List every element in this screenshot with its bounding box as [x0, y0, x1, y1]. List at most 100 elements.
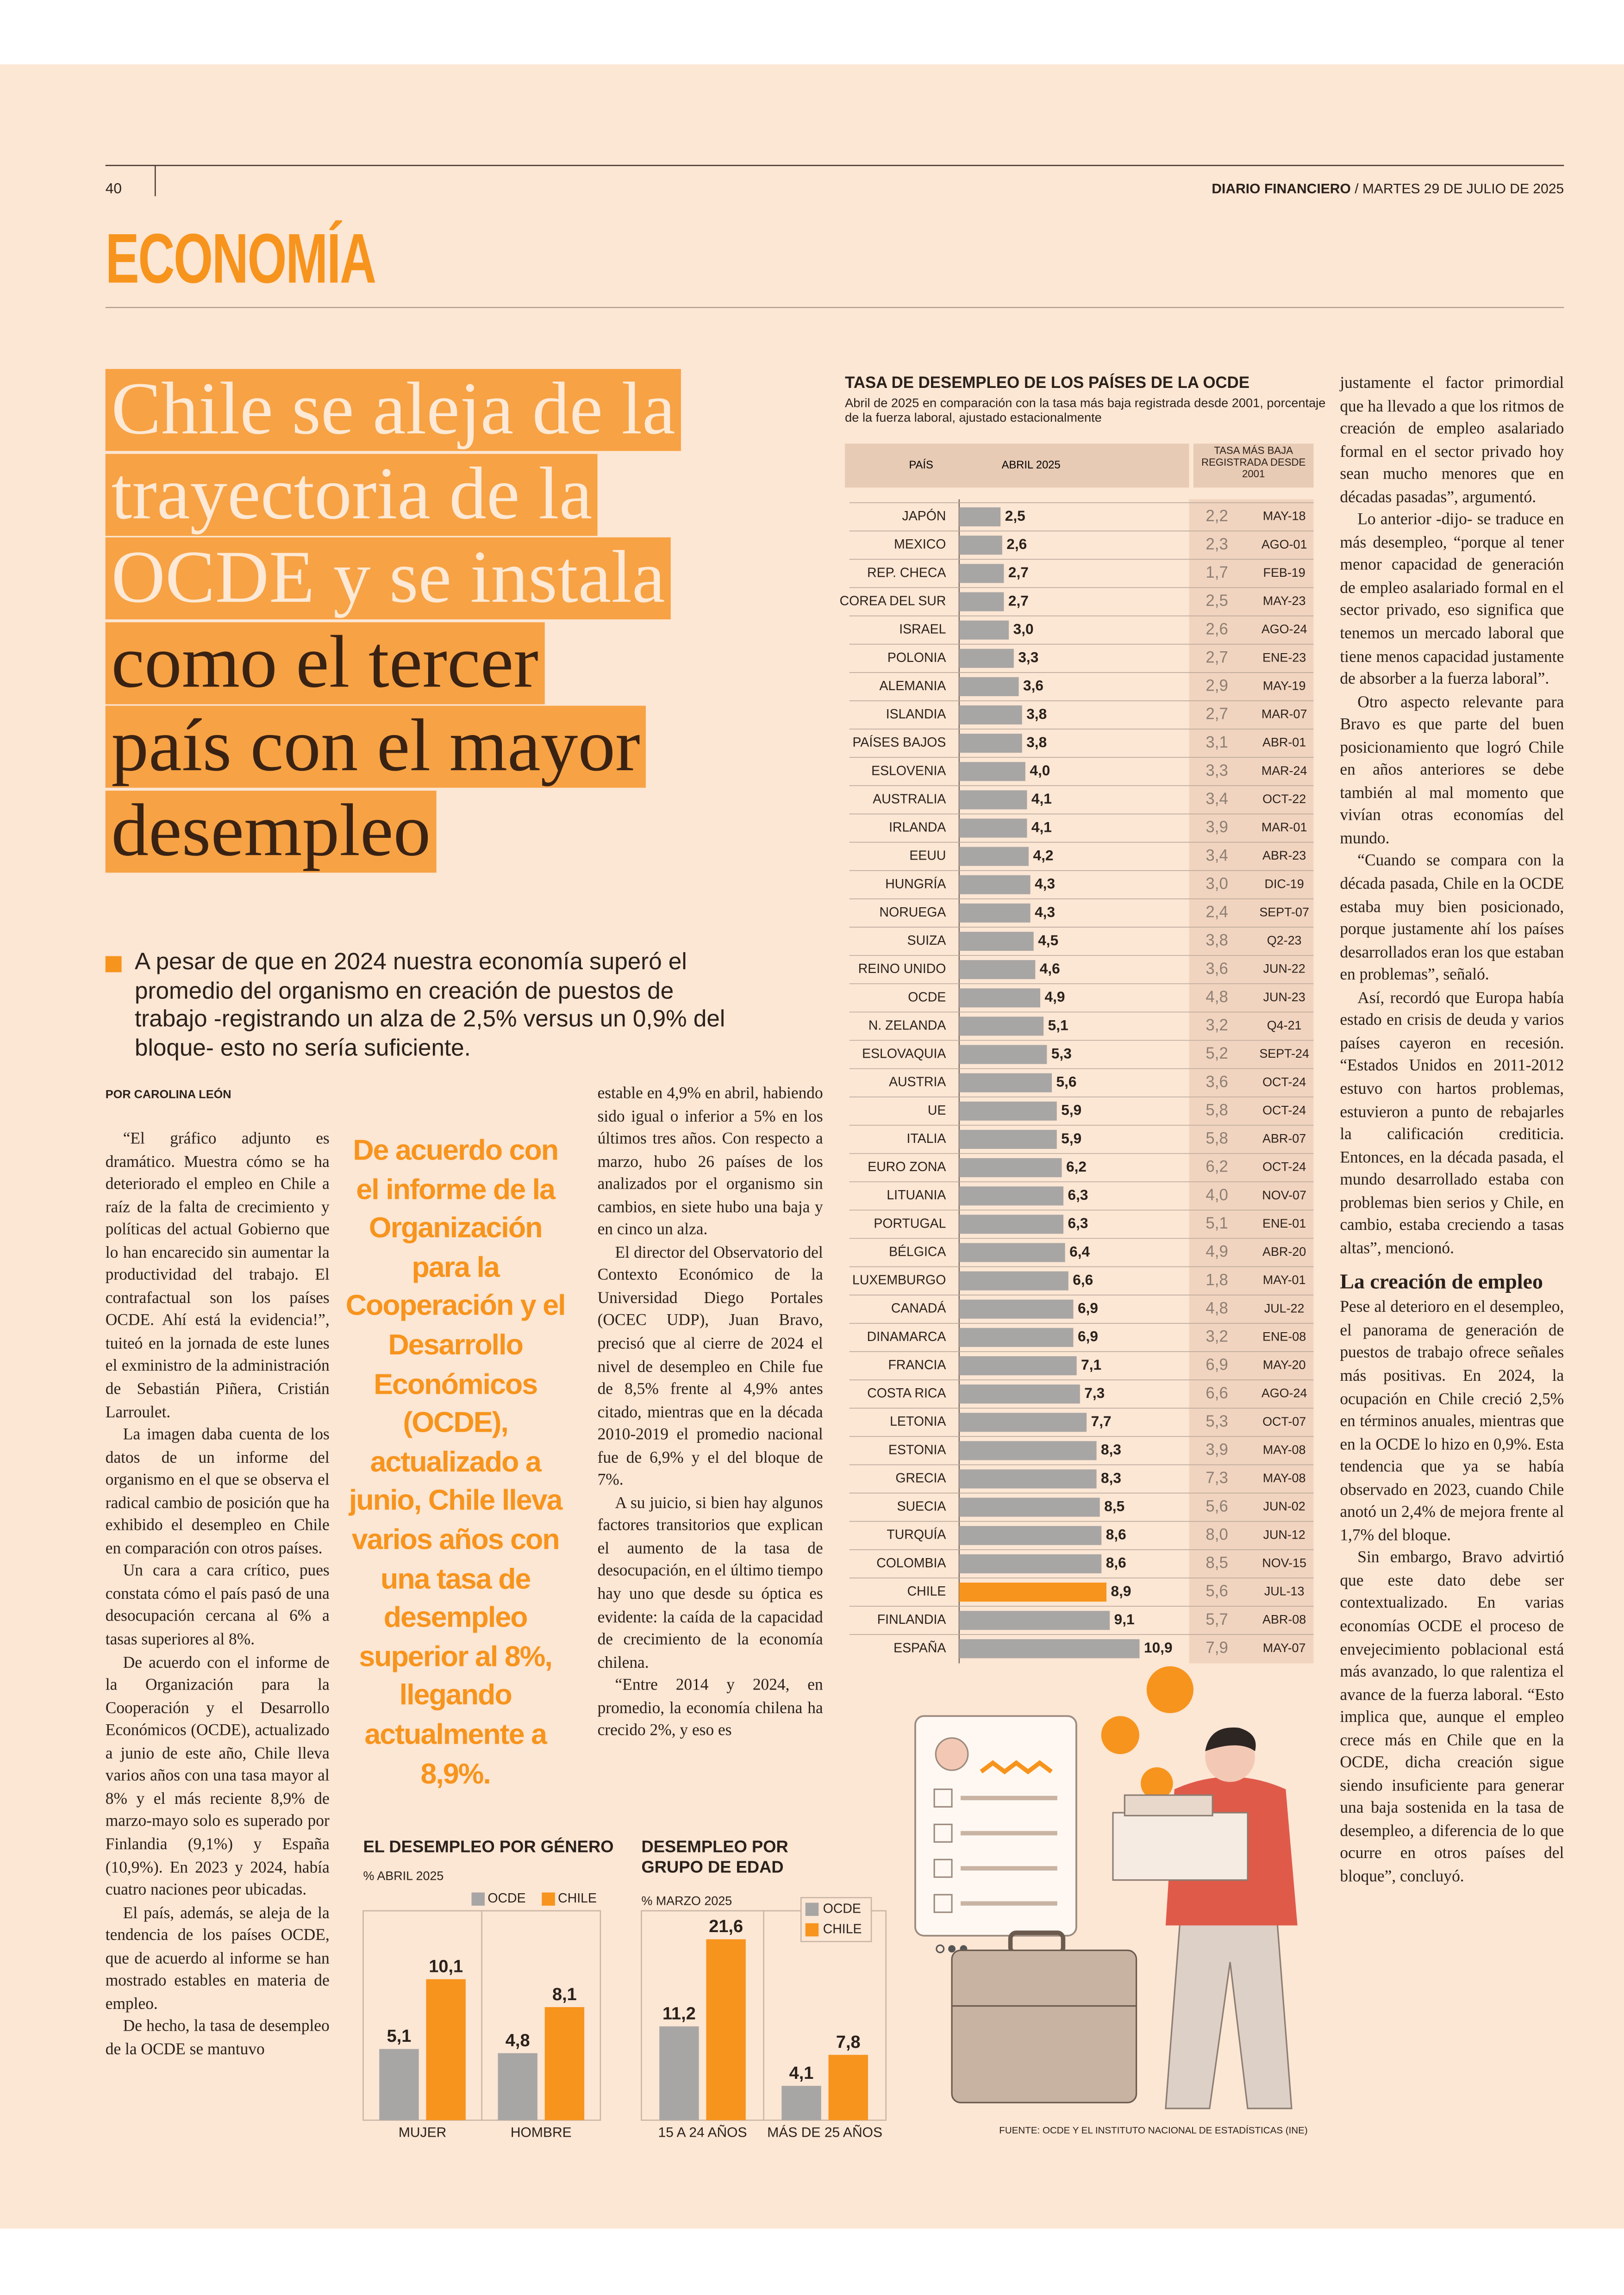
- paragraph: El país, además, se aleja de la tendenci…: [105, 1904, 330, 2013]
- headline-text: como el tercer: [105, 621, 544, 704]
- category-label: COSTA RICA: [867, 1386, 946, 1401]
- chart-subtitle: Abril de 2025 en comparación con la tasa…: [845, 395, 1326, 424]
- value-label: 2,7: [1008, 592, 1029, 609]
- table-value: 6,6: [1206, 1384, 1228, 1402]
- value-label: 6,4: [1069, 1243, 1090, 1260]
- category-label: AUSTRIA: [889, 1075, 946, 1090]
- bar: [959, 734, 1022, 753]
- publication: DIARIO FINANCIERO: [1212, 181, 1351, 198]
- table-date: OCT-07: [1262, 1415, 1306, 1428]
- category-label: HOMBRE: [511, 2125, 572, 2140]
- body-column: justamente el factor primordial que ha l…: [1340, 374, 1564, 1890]
- byline: POR CAROLINA LEÓN: [105, 1088, 231, 1101]
- paragraph: “Entre 2014 y 2024, en promedio, la econ…: [597, 1677, 823, 1740]
- bar: [959, 1469, 1097, 1489]
- category-label: BÉLGICA: [889, 1244, 946, 1259]
- table-date: MAY-19: [1263, 679, 1306, 692]
- table-date: MAY-01: [1263, 1273, 1306, 1287]
- value-label: 4,8: [506, 2031, 530, 2050]
- value-label: 6,2: [1066, 1158, 1087, 1175]
- bar: [959, 1299, 1074, 1319]
- category-label: REINO UNIDO: [858, 961, 946, 976]
- table-date: MAR-07: [1262, 707, 1307, 721]
- value-label: 7,3: [1084, 1384, 1105, 1401]
- headline-line: Chile se aleja de la: [105, 369, 681, 453]
- bar: [959, 1582, 1107, 1602]
- value-label: 2,5: [1005, 507, 1025, 524]
- table-value: 7,3: [1206, 1469, 1228, 1487]
- category-label: SUECIA: [897, 1499, 946, 1514]
- table-date: ABR-20: [1262, 1245, 1306, 1259]
- table-value: 3,6: [1206, 960, 1228, 978]
- value-label: 5,9: [1061, 1102, 1081, 1118]
- bar: [959, 1611, 1110, 1630]
- value-label: 5,6: [1056, 1073, 1077, 1090]
- table-date: MAY-07: [1263, 1641, 1306, 1655]
- bar: [959, 1639, 1140, 1659]
- table-date: OCT-24: [1262, 1075, 1306, 1089]
- value-label: 5,9: [1061, 1130, 1081, 1147]
- table-value: 5,1: [1206, 1215, 1228, 1232]
- chart-title: EL DESEMPLEO POR GÉNERO: [363, 1839, 614, 1857]
- table-value: 5,3: [1206, 1413, 1228, 1430]
- table-value: 3,0: [1206, 875, 1228, 892]
- paragraph: De acuerdo con el informe de la Organiza…: [105, 1654, 330, 1899]
- bar: [959, 1158, 1062, 1178]
- table-value: 8,0: [1206, 1526, 1228, 1543]
- legend-label: CHILE: [823, 1922, 862, 1937]
- table-date: MAY-18: [1263, 509, 1306, 523]
- pull-quote: De acuerdo con el informe de la Organiza…: [345, 1135, 566, 1790]
- table-date: JUL-22: [1264, 1301, 1305, 1315]
- table-value: 2,7: [1206, 705, 1228, 723]
- value-label: 8,5: [1104, 1497, 1124, 1514]
- value-label: 21,6: [709, 1917, 743, 1936]
- category-label: ESLOVAQUIA: [862, 1047, 946, 1061]
- bar: [544, 2007, 585, 2120]
- bar: [959, 592, 1004, 611]
- paragraph: Pese al deterioro en el desempleo, el pa…: [1340, 1299, 1564, 1545]
- value-label: 4,9: [1045, 988, 1065, 1005]
- table-date: MAY-08: [1263, 1471, 1306, 1485]
- table-date: MAR-01: [1262, 820, 1307, 834]
- bar: [959, 705, 1022, 725]
- body-column: estable en 4,9% en abril, habiendo sido …: [598, 1084, 823, 1744]
- table-value: 3,2: [1206, 1017, 1228, 1034]
- table-date: ENE-08: [1262, 1329, 1306, 1343]
- category-label: ESPAÑA: [893, 1640, 946, 1655]
- paragraph: Un cara a cara crítico, pues constata có…: [105, 1563, 330, 1649]
- bar: [959, 1129, 1057, 1149]
- category-label: COREA DEL SUR: [840, 594, 946, 609]
- category-label: EEUU: [909, 848, 946, 863]
- table-date: ABR-23: [1262, 848, 1306, 862]
- category-label: CANADÁ: [891, 1301, 946, 1316]
- bar: [959, 847, 1029, 866]
- bar: [379, 2049, 419, 2120]
- body-column: “El gráfico adjunto es dramático. Muestr…: [106, 1129, 330, 2062]
- category-label: MÁS DE 25 AÑOS: [767, 2125, 882, 2140]
- category-label: 15 A 24 AÑOS: [658, 2125, 747, 2140]
- bar: [959, 1328, 1074, 1347]
- value-label: 8,3: [1101, 1441, 1121, 1458]
- category-label: UE: [928, 1103, 946, 1118]
- table-value: 1,8: [1206, 1271, 1228, 1289]
- category-label: POLONIA: [887, 650, 946, 665]
- masthead: DIARIO FINANCIERO / MARTES 29 DE JULIO D…: [1212, 181, 1564, 198]
- column-header: ABRIL 2025: [1002, 459, 1061, 471]
- value-label: 5,1: [387, 2027, 412, 2046]
- bar: [959, 1017, 1044, 1036]
- bar: [659, 2026, 699, 2120]
- category-label: ESLOVENIA: [871, 763, 946, 778]
- value-label: 10,1: [429, 1957, 463, 1976]
- table-value: 5,8: [1206, 1102, 1228, 1119]
- value-label: 6,9: [1078, 1328, 1098, 1345]
- category-label: ALEMANIA: [880, 679, 946, 693]
- paragraph: La imagen daba cuenta de los datos de un…: [105, 1426, 330, 1558]
- legend-label: CHILE: [558, 1891, 597, 1906]
- paragraph: De hecho, la tasa de desempleo de la OCD…: [105, 2018, 330, 2059]
- category-label: CHILE: [907, 1584, 946, 1599]
- bar: [781, 2086, 821, 2120]
- table-date: MAY-20: [1263, 1358, 1306, 1372]
- table-value: 2,3: [1206, 536, 1228, 553]
- category-label: ISLANDIA: [886, 707, 946, 722]
- paragraph: Sin embargo, Bravo advirtió que este dat…: [1340, 1549, 1564, 1886]
